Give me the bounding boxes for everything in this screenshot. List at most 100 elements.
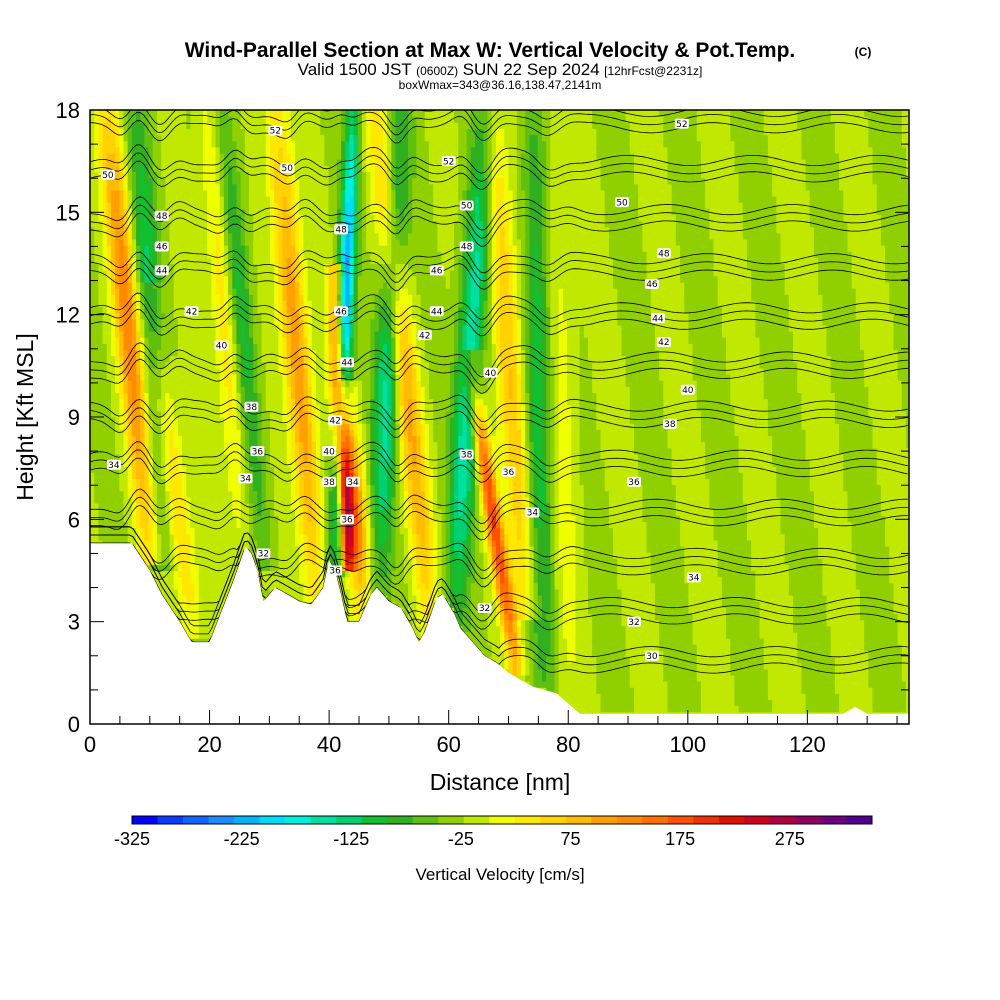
velocity-cell <box>249 165 254 172</box>
velocity-cell <box>278 435 284 443</box>
velocity-cell <box>194 545 200 553</box>
velocity-cell <box>219 496 225 504</box>
velocity-cell <box>253 195 258 203</box>
velocity-cell <box>198 245 204 252</box>
velocity-cell <box>240 251 246 258</box>
velocity-cell <box>265 423 271 430</box>
velocity-cell <box>198 447 204 455</box>
velocity-cell <box>177 423 183 430</box>
velocity-cell <box>207 509 212 516</box>
velocity-cell <box>123 355 129 363</box>
velocity-cell <box>282 349 288 357</box>
velocity-cell <box>282 576 288 584</box>
velocity-cell <box>282 429 288 437</box>
velocity-cell <box>207 238 212 246</box>
velocity-cell <box>290 208 296 215</box>
velocity-cell <box>173 281 179 289</box>
velocity-cell <box>173 509 179 516</box>
velocity-cell <box>148 128 154 136</box>
velocity-cell <box>194 238 200 246</box>
velocity-cell <box>257 263 263 271</box>
velocity-cell <box>115 134 120 142</box>
velocity-cell <box>265 300 271 308</box>
velocity-cell <box>207 214 212 222</box>
velocity-cell <box>110 288 116 295</box>
velocity-cell <box>269 515 275 522</box>
velocity-cell <box>140 337 145 344</box>
velocity-cell <box>190 466 196 473</box>
velocity-cell <box>186 533 192 541</box>
velocity-cell <box>211 355 217 363</box>
velocity-cell <box>202 220 208 228</box>
velocity-cell <box>119 159 125 166</box>
velocity-cell <box>182 238 187 246</box>
velocity-cell <box>98 128 104 136</box>
velocity-cell <box>98 459 104 467</box>
velocity-cell <box>152 386 158 394</box>
velocity-cell <box>98 429 104 437</box>
velocity-cell <box>269 404 275 412</box>
velocity-cell <box>186 386 192 394</box>
velocity-cell <box>144 208 150 215</box>
velocity-cell <box>207 398 212 406</box>
velocity-cell <box>194 337 200 344</box>
velocity-cell <box>110 122 116 130</box>
velocity-cell <box>123 245 129 252</box>
velocity-cell <box>94 515 99 522</box>
velocity-cell <box>228 263 233 271</box>
velocity-cell <box>223 263 229 271</box>
velocity-cell <box>207 281 212 289</box>
velocity-cell <box>115 128 120 136</box>
velocity-cell <box>182 116 187 123</box>
velocity-cell <box>274 177 279 185</box>
velocity-cell <box>202 625 208 633</box>
velocity-cell <box>90 318 95 326</box>
velocity-cell <box>261 380 267 387</box>
velocity-cell <box>115 435 120 443</box>
velocity-cell <box>136 331 141 338</box>
velocity-cell <box>144 392 150 400</box>
velocity-cell <box>165 417 171 424</box>
velocity-cell <box>90 435 95 443</box>
velocity-cell <box>244 349 250 357</box>
velocity-cell <box>148 435 154 443</box>
velocity-cell <box>182 607 187 615</box>
velocity-cell <box>282 128 288 136</box>
velocity-cell <box>207 140 212 148</box>
velocity-cell <box>161 576 166 584</box>
velocity-cell <box>186 177 192 185</box>
velocity-cell <box>123 324 129 332</box>
velocity-cell <box>173 367 179 375</box>
velocity-cell <box>261 275 267 283</box>
velocity-cell <box>253 189 258 197</box>
velocity-cell <box>169 263 175 271</box>
velocity-cell <box>131 269 137 277</box>
velocity-cell <box>257 466 263 473</box>
velocity-cell <box>278 459 284 467</box>
velocity-cell <box>119 404 125 412</box>
velocity-cell <box>144 159 150 166</box>
velocity-cell <box>286 466 292 473</box>
velocity-cell <box>211 533 217 541</box>
velocity-cell <box>228 128 233 136</box>
velocity-cell <box>173 552 179 559</box>
velocity-cell <box>190 294 196 301</box>
velocity-cell <box>286 300 292 308</box>
velocity-cell <box>282 558 288 565</box>
velocity-cell <box>282 122 288 130</box>
velocity-cell <box>244 318 250 326</box>
velocity-cell <box>240 484 246 492</box>
velocity-cell <box>144 533 150 541</box>
velocity-cell <box>186 275 192 283</box>
velocity-cell <box>223 490 229 498</box>
velocity-cell <box>194 269 200 277</box>
velocity-cell <box>119 306 125 314</box>
velocity-cell <box>198 398 204 406</box>
velocity-cell <box>198 484 204 492</box>
velocity-cell <box>110 312 116 320</box>
velocity-cell <box>211 490 217 498</box>
velocity-cell <box>94 521 99 529</box>
velocity-cell <box>123 478 129 486</box>
velocity-cell <box>169 318 175 326</box>
velocity-cell <box>186 171 192 179</box>
